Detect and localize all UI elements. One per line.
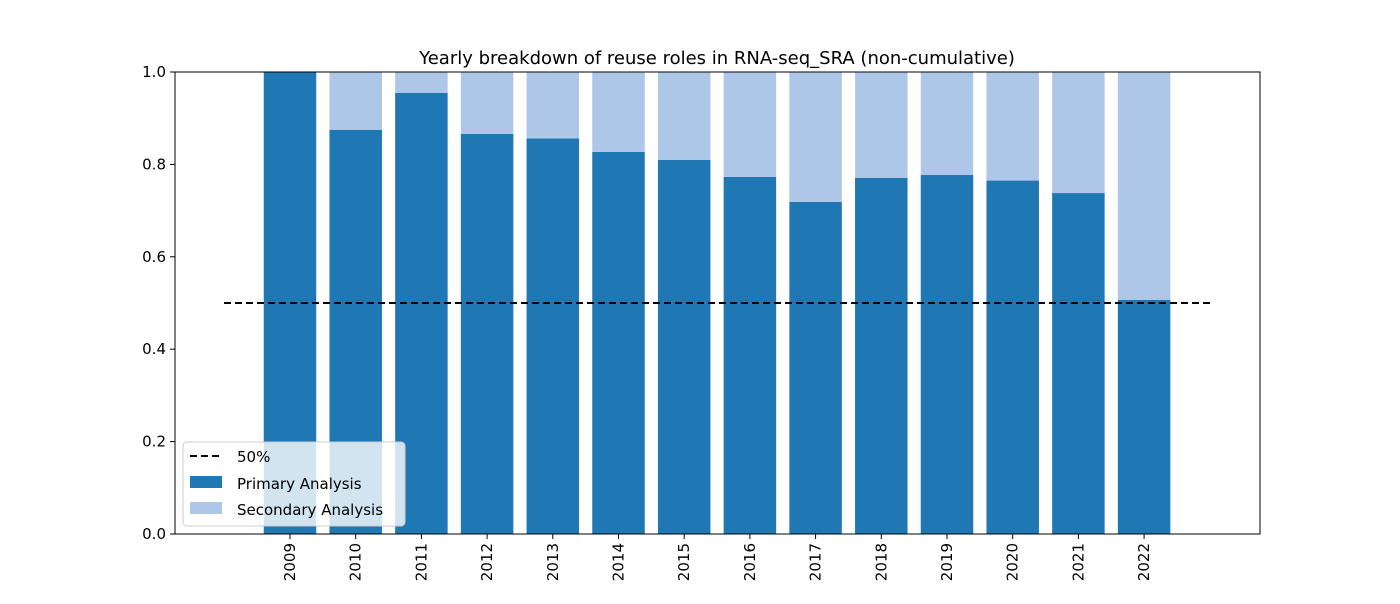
bar-secondary-2012 bbox=[460, 72, 514, 134]
bar-primary-2019 bbox=[920, 175, 974, 534]
x-tick-label: 2012 bbox=[478, 543, 496, 581]
x-tick-label: 2014 bbox=[610, 543, 628, 581]
y-tick-label: 0.8 bbox=[142, 155, 166, 173]
bar-secondary-2022 bbox=[1117, 72, 1171, 300]
bar-secondary-2016 bbox=[723, 72, 777, 177]
x-tick-label: 2010 bbox=[347, 543, 365, 581]
x-tick-label: 2018 bbox=[872, 543, 890, 581]
bar-secondary-2014 bbox=[592, 72, 645, 152]
bar-primary-2015 bbox=[657, 159, 711, 534]
bar-secondary-2015 bbox=[657, 72, 711, 160]
chart-title: Yearly breakdown of reuse roles in RNA-s… bbox=[418, 48, 1015, 69]
bar-primary-2014 bbox=[592, 151, 645, 534]
legend-label-secondary: Secondary Analysis bbox=[237, 501, 383, 519]
x-tick-label: 2011 bbox=[412, 543, 430, 581]
x-tick-label: 2022 bbox=[1135, 543, 1153, 581]
y-tick-label: 0.4 bbox=[142, 340, 166, 358]
bar-primary-2017 bbox=[789, 201, 842, 534]
x-tick-label: 2013 bbox=[544, 543, 562, 581]
bar-secondary-2017 bbox=[789, 72, 842, 202]
bar-secondary-2020 bbox=[986, 72, 1039, 181]
x-axis: 2009 2010 2011 2012 2013 2014 2015 2016 2017 2018… bbox=[281, 534, 1153, 581]
legend: 50% Primary Analysis Secondary Analysis bbox=[182, 441, 406, 527]
x-tick-label: 2015 bbox=[675, 543, 693, 581]
legend-label-primary: Primary Analysis bbox=[237, 475, 362, 493]
legend-box bbox=[182, 441, 406, 527]
x-tick-label: 2021 bbox=[1069, 543, 1087, 581]
x-tick-label: 2017 bbox=[807, 543, 825, 581]
bar-secondary-2011 bbox=[395, 72, 448, 93]
legend-swatch-primary bbox=[190, 476, 222, 488]
bars-layer bbox=[263, 72, 1171, 534]
legend-swatch-secondary bbox=[190, 502, 222, 514]
bar-secondary-2013 bbox=[526, 72, 580, 139]
bar-secondary-2019 bbox=[920, 72, 974, 176]
bar-primary-2020 bbox=[986, 180, 1039, 534]
x-tick-label: 2009 bbox=[281, 543, 299, 581]
bar-primary-2021 bbox=[1052, 193, 1105, 534]
y-axis: 0.0 0.2 0.4 0.6 0.8 1.0 bbox=[142, 63, 175, 543]
y-tick-label: 1.0 bbox=[142, 63, 166, 81]
bar-primary-2022 bbox=[1117, 299, 1171, 534]
bar-primary-2018 bbox=[855, 177, 908, 534]
bar-primary-2012 bbox=[460, 133, 514, 534]
legend-label-50: 50% bbox=[237, 448, 270, 466]
bar-primary-2016 bbox=[723, 176, 777, 534]
x-tick-label: 2016 bbox=[741, 543, 759, 581]
plot-area-frame bbox=[174, 71, 1261, 535]
bar-secondary-2010 bbox=[329, 72, 382, 130]
y-tick-label: 0.0 bbox=[142, 525, 166, 543]
bar-secondary-2021 bbox=[1052, 72, 1105, 194]
bar-primary-2013 bbox=[526, 138, 580, 534]
y-tick-label: 0.6 bbox=[142, 248, 166, 266]
x-tick-label: 2020 bbox=[1004, 543, 1022, 581]
y-tick-label: 0.2 bbox=[142, 433, 166, 451]
x-tick-label: 2019 bbox=[938, 543, 956, 581]
bar-secondary-2018 bbox=[855, 72, 908, 178]
